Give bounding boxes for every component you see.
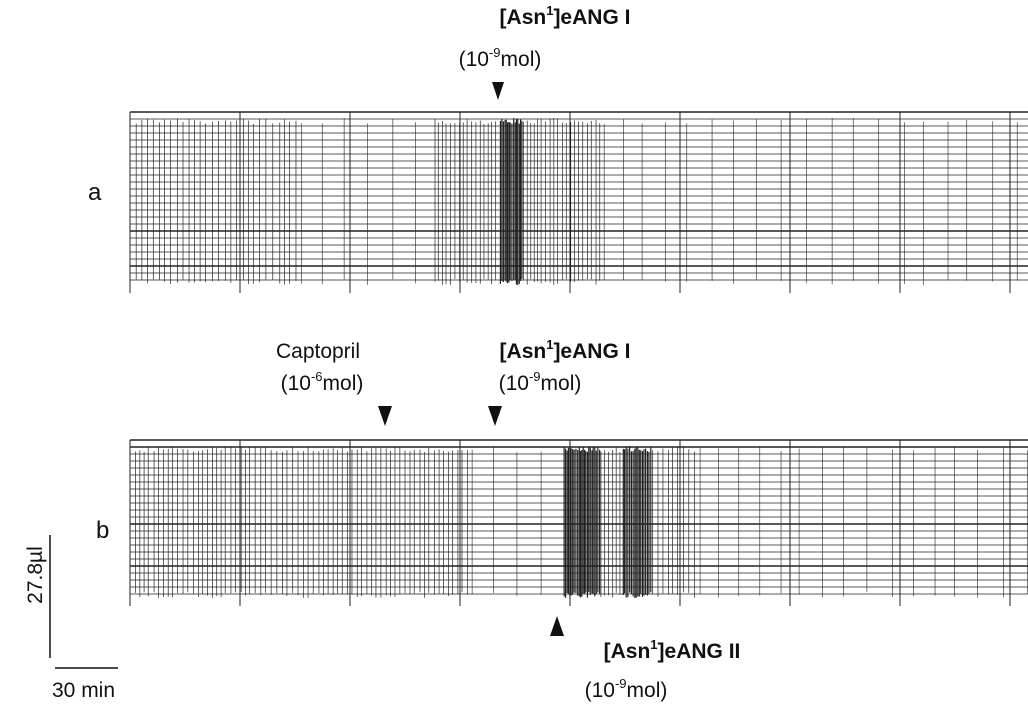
figure: a b [Asn1]eANG I (10-9mol) Captopril (10… — [0, 0, 1028, 707]
annotation-name: [Asn1]eANG I — [500, 337, 631, 363]
arrow — [492, 82, 504, 100]
annotation-name: Captopril — [276, 340, 360, 363]
annotation-name: [Asn1]eANG I — [500, 3, 631, 29]
annotation-name: [Asn1]eANG II — [604, 637, 741, 663]
arrow — [550, 616, 564, 636]
annotation-dose: (10-9mol) — [585, 676, 668, 702]
arrow — [488, 406, 502, 426]
arrow — [378, 406, 392, 426]
volume-scale-label: 27.8µl — [24, 546, 47, 604]
panel-label: a — [88, 179, 102, 206]
annotation-dose: (10-9mol) — [499, 369, 582, 395]
annotation-dose: (10-6mol) — [281, 369, 364, 395]
time-scale-label: 30 min — [52, 679, 115, 702]
panel-label: b — [96, 517, 109, 544]
annotation-dose: (10-9mol) — [459, 45, 542, 71]
